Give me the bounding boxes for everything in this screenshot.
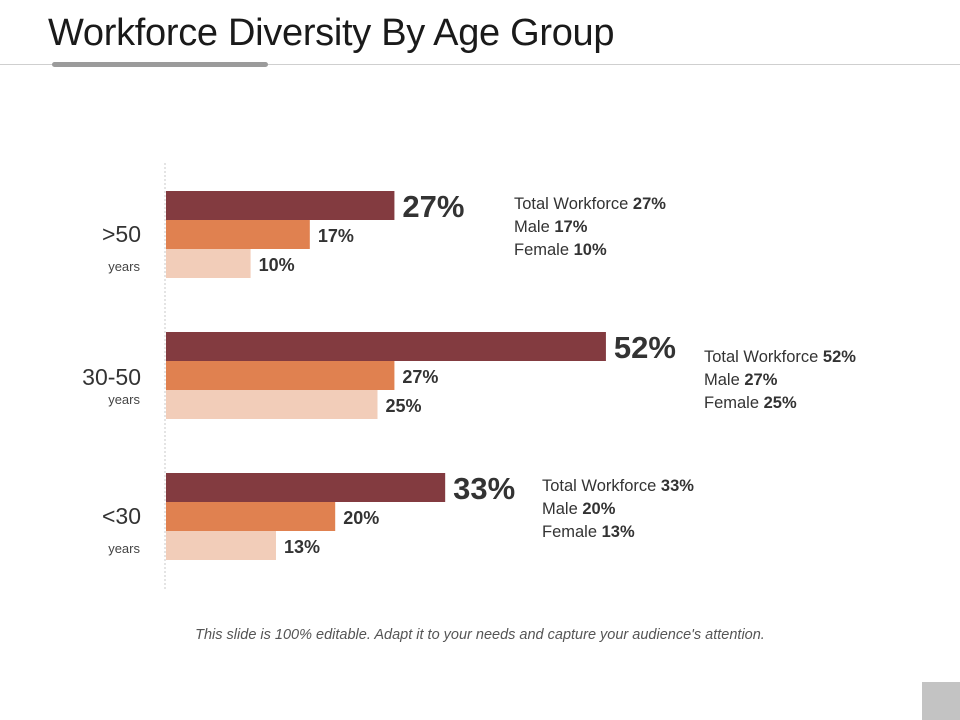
legend-series-value: 33% bbox=[661, 477, 694, 495]
data-label-total: 52% bbox=[614, 330, 676, 365]
legend-series-value: 20% bbox=[582, 500, 615, 518]
legend-series-value: 27% bbox=[633, 195, 666, 213]
legend-series-name: Female bbox=[542, 523, 602, 541]
slide-title: Workforce Diversity By Age Group bbox=[48, 12, 615, 54]
legend-line: Total Workforce 52% bbox=[704, 348, 856, 366]
bar-total bbox=[166, 473, 446, 502]
bar-male bbox=[166, 361, 395, 390]
category-label: <30 bbox=[102, 503, 141, 529]
bar-total bbox=[166, 332, 606, 361]
legend-series-name: Male bbox=[514, 218, 554, 236]
category-sublabel: years bbox=[108, 392, 140, 407]
legend-series-value: 27% bbox=[744, 371, 777, 389]
legend-series-name: Total Workforce bbox=[704, 348, 823, 366]
bar-total bbox=[166, 191, 395, 220]
legend-series-value: 10% bbox=[574, 241, 607, 259]
data-label-female: 10% bbox=[259, 255, 295, 275]
data-label-female: 13% bbox=[284, 537, 320, 557]
title-divider bbox=[0, 64, 960, 65]
legend-series-name: Total Workforce bbox=[514, 195, 633, 213]
data-label-female: 25% bbox=[386, 396, 422, 416]
legend-series-value: 17% bbox=[554, 218, 587, 236]
data-label-male: 20% bbox=[343, 508, 379, 528]
bar-female bbox=[166, 390, 378, 419]
footer-note: This slide is 100% editable. Adapt it to… bbox=[195, 627, 765, 643]
category-sublabel: years bbox=[108, 541, 140, 556]
legend-line: Male 27% bbox=[704, 371, 778, 389]
data-label-total: 27% bbox=[402, 189, 464, 224]
legend-series-name: Total Workforce bbox=[542, 477, 661, 495]
corner-decoration bbox=[922, 682, 960, 720]
legend-series-name: Female bbox=[704, 394, 764, 412]
legend-series-name: Male bbox=[542, 500, 582, 518]
bar-female bbox=[166, 531, 276, 560]
bar-female bbox=[166, 249, 251, 278]
data-label-male: 27% bbox=[402, 367, 438, 387]
bar-male bbox=[166, 502, 336, 531]
legend-series-value: 52% bbox=[823, 348, 856, 366]
legend-line: Male 17% bbox=[514, 218, 588, 236]
legend-line: Total Workforce 33% bbox=[542, 477, 694, 495]
category-label: 30-50 bbox=[82, 364, 141, 390]
data-label-total: 33% bbox=[453, 471, 515, 506]
legend-line: Female 13% bbox=[542, 523, 635, 541]
legend-line: Female 25% bbox=[704, 394, 797, 412]
title-accent-bar bbox=[52, 62, 268, 67]
legend-line: Female 10% bbox=[514, 241, 607, 259]
category-sublabel: years bbox=[108, 259, 140, 274]
legend-series-name: Male bbox=[704, 371, 744, 389]
data-label-male: 17% bbox=[318, 226, 354, 246]
legend-line: Total Workforce 27% bbox=[514, 195, 666, 213]
legend-series-name: Female bbox=[514, 241, 574, 259]
legend-series-value: 25% bbox=[764, 394, 797, 412]
legend-series-value: 13% bbox=[602, 523, 635, 541]
category-label: >50 bbox=[102, 221, 141, 247]
legend-line: Male 20% bbox=[542, 500, 616, 518]
bar-male bbox=[166, 220, 310, 249]
